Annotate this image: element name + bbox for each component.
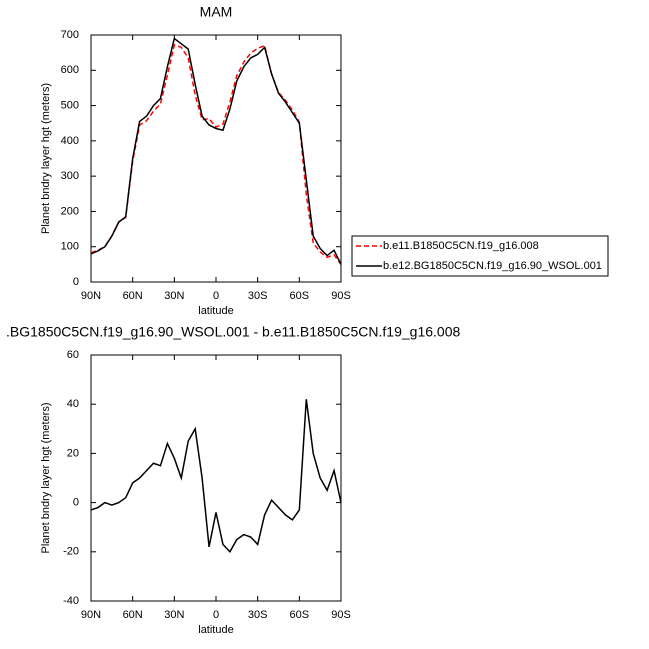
- x-tick-label: 90S: [331, 290, 351, 302]
- y-tick-label: 500: [61, 99, 79, 111]
- x-tick-label: 60N: [123, 290, 143, 302]
- y-tick-label: -20: [63, 546, 79, 558]
- data-line: [90, 37, 342, 265]
- x-tick-label: 90N: [81, 290, 101, 302]
- y-tick-label: 20: [67, 447, 79, 459]
- y-tick-label: 100: [61, 241, 79, 253]
- x-axis-label: latitude: [198, 624, 233, 636]
- chart-title: MAM: [200, 4, 233, 20]
- y-tick-label: 60: [67, 349, 79, 361]
- x-tick-label: 30S: [248, 609, 268, 621]
- y-tick-label: 300: [61, 170, 79, 182]
- data-line: [90, 399, 342, 554]
- x-tick-label: 90N: [81, 609, 101, 621]
- x-tick-label: 30N: [164, 290, 184, 302]
- x-tick-label: 60N: [123, 609, 143, 621]
- y-tick-label: 600: [61, 64, 79, 76]
- legend-label: b.e11.B1850C5CN.f19_g16.008: [383, 240, 539, 252]
- y-tick-label: 400: [61, 135, 79, 147]
- plot-frame: [90, 354, 342, 602]
- y-tick-label: 0: [73, 497, 79, 509]
- y-axis-label: Planet bndry layer hgt (meters): [40, 83, 52, 234]
- x-tick-label: 60S: [290, 290, 310, 302]
- legend-box: [351, 235, 609, 277]
- x-tick-label: 0: [213, 290, 219, 302]
- chart-title: .BG1850C5CN.f19_g16.90_WSOL.001 - b.e11.…: [6, 324, 460, 340]
- x-tick-label: 60S: [290, 609, 310, 621]
- legend-label: b.e12.BG1850C5CN.f19_g16.90_WSOL.001: [383, 260, 602, 272]
- y-tick-label: 40: [67, 398, 79, 410]
- y-tick-label: 200: [61, 205, 79, 217]
- x-tick-label: 0: [213, 609, 219, 621]
- x-axis-label: latitude: [198, 305, 233, 317]
- x-tick-label: 30S: [248, 290, 268, 302]
- x-tick-label: 30N: [164, 609, 184, 621]
- y-axis-label: Planet bndry layer hgt (meters): [40, 402, 52, 553]
- y-tick-label: 700: [61, 29, 79, 41]
- y-tick-label: -40: [63, 595, 79, 607]
- x-tick-label: 90S: [331, 609, 351, 621]
- y-tick-label: 0: [73, 276, 79, 288]
